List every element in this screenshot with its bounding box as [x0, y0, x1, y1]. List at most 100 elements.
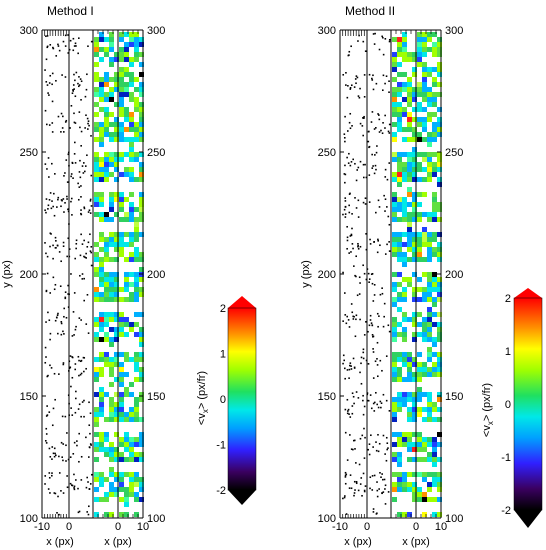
particle-dot: [369, 394, 372, 396]
velocity-cell: [432, 112, 437, 117]
velocity-cell: [397, 432, 402, 437]
particle-dot: [347, 319, 350, 321]
velocity-cell: [412, 137, 417, 142]
velocity-cell: [109, 357, 114, 362]
velocity-cell: [129, 482, 134, 487]
velocity-cell: [402, 512, 407, 517]
velocity-cell: [109, 42, 114, 47]
velocity-cell: [407, 162, 412, 167]
particle-dot: [347, 85, 349, 87]
velocity-cell: [432, 77, 437, 82]
velocity-cell: [392, 97, 397, 102]
velocity-cell: [99, 497, 104, 502]
velocity-cell: [417, 82, 422, 87]
velocity-cell: [397, 52, 402, 57]
particle-dot: [45, 81, 48, 83]
particle-dot: [368, 281, 370, 283]
velocity-cell: [124, 82, 129, 87]
velocity-cell: [422, 372, 427, 377]
velocity-cell: [412, 152, 417, 157]
velocity-cell: [427, 257, 432, 262]
particle-dot: [352, 395, 355, 398]
velocity-cell: [392, 472, 397, 477]
particle-dot: [351, 213, 353, 215]
particle-dot: [62, 40, 65, 43]
y-tick-label: 200: [147, 269, 165, 281]
velocity-cell: [109, 47, 114, 52]
velocity-cell: [427, 212, 432, 217]
velocity-cell: [417, 162, 422, 167]
particle-dot: [364, 436, 366, 439]
particle-dot: [54, 236, 57, 239]
velocity-cell: [422, 257, 427, 262]
x-tick-label: -10: [34, 521, 50, 533]
particle-dot: [74, 257, 77, 260]
velocity-cell: [417, 297, 422, 302]
velocity-cell: [119, 397, 124, 402]
particle-dot: [70, 175, 72, 178]
particle-dot: [349, 192, 351, 195]
velocity-cell: [422, 152, 427, 157]
velocity-cell: [412, 497, 417, 502]
velocity-cell: [417, 377, 422, 382]
particle-dot: [355, 391, 358, 393]
velocity-cell: [402, 72, 407, 77]
y-tick-label: 300: [318, 25, 336, 37]
particle-dot: [87, 122, 89, 125]
particle-dot: [342, 354, 345, 357]
velocity-cell: [437, 367, 442, 372]
velocity-cell: [129, 57, 134, 62]
velocity-cell: [94, 242, 99, 247]
velocity-cell: [99, 237, 104, 242]
particle-dot: [80, 233, 82, 236]
particle-dot: [346, 247, 348, 250]
velocity-cell: [432, 472, 437, 477]
particle-dot: [46, 405, 48, 407]
velocity-cell: [417, 237, 422, 242]
particle-dot: [363, 74, 366, 76]
velocity-cell: [119, 192, 124, 197]
velocity-cell: [422, 117, 427, 122]
particle-dot: [375, 168, 377, 171]
velocity-cell: [417, 62, 422, 67]
velocity-cell: [407, 167, 412, 172]
velocity-cell: [407, 87, 412, 92]
velocity-cell: [417, 287, 422, 292]
velocity-cell: [422, 322, 427, 327]
particle-dot: [348, 413, 350, 415]
particle-dot: [72, 49, 75, 52]
particle-dot: [80, 415, 82, 418]
particle-dot: [62, 492, 65, 494]
y-tick-label: 200: [20, 269, 38, 281]
particle-dot: [379, 359, 382, 362]
velocity-cell: [99, 442, 104, 447]
velocity-cell: [402, 337, 407, 342]
velocity-cell: [412, 357, 417, 362]
velocity-cell: [124, 282, 129, 287]
particle-dot: [69, 366, 72, 369]
particle-dot: [75, 45, 77, 47]
velocity-cell: [432, 237, 437, 242]
particle-dot: [80, 359, 83, 362]
velocity-cell: [129, 322, 134, 327]
velocity-cell: [392, 452, 397, 457]
velocity-cell: [114, 197, 119, 202]
particle-dot: [349, 127, 352, 130]
particle-dot: [370, 434, 372, 437]
particle-dot: [49, 44, 52, 46]
velocity-cell: [134, 107, 139, 112]
particle-dot: [80, 185, 82, 187]
particle-dot: [344, 471, 347, 474]
velocity-cell: [109, 407, 114, 412]
particle-dot: [345, 84, 347, 86]
velocity-cell: [432, 137, 437, 142]
velocity-cell: [412, 337, 417, 342]
velocity-cell: [407, 282, 412, 287]
velocity-cell: [422, 317, 427, 322]
velocity-cell: [139, 197, 144, 202]
velocity-cell: [134, 77, 139, 82]
velocity-cell: [114, 277, 119, 282]
velocity-cell: [437, 82, 442, 87]
